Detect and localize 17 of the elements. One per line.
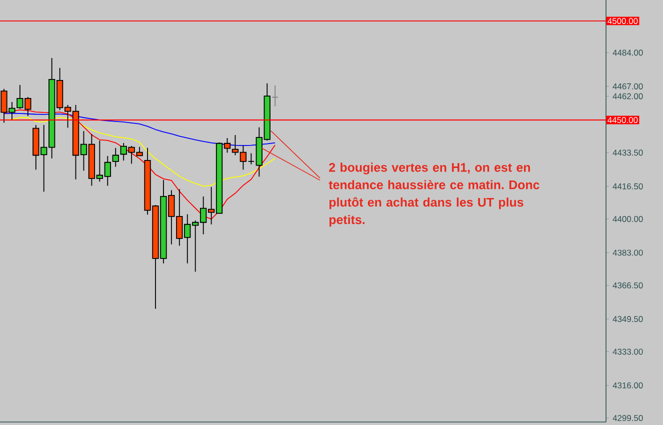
y-tick-label: 4349.50 [612, 316, 643, 322]
y-tick-label: 4433.50 [612, 150, 643, 156]
y-tick-label: 4366.50 [612, 282, 643, 288]
y-tick-label: 4416.50 [612, 183, 643, 190]
candlestick [112, 147, 119, 168]
y-tick-label: 4484.00 [612, 50, 643, 56]
y-tick-label: 4383.00 [612, 250, 643, 256]
candlestick [248, 152, 254, 165]
ref-line-label: 4450.00 [608, 117, 638, 123]
y-tick-label: 4299.50 [612, 415, 643, 422]
ref-line-label: 4500.00 [608, 18, 638, 24]
y-tick-label: 4316.00 [612, 382, 643, 388]
y-tick-label: 4467.00 [612, 83, 643, 90]
annotation: 2 bougies vertes en H1, on est en tendance haussière ce matin. Donc plutôt en achat dans les UT plus petits. [328, 162, 540, 227]
y-tick-label: 4333.00 [612, 348, 643, 355]
y-tick-label: 4462.00 [612, 93, 643, 100]
y-tick-label: 4400.00 [612, 216, 643, 222]
